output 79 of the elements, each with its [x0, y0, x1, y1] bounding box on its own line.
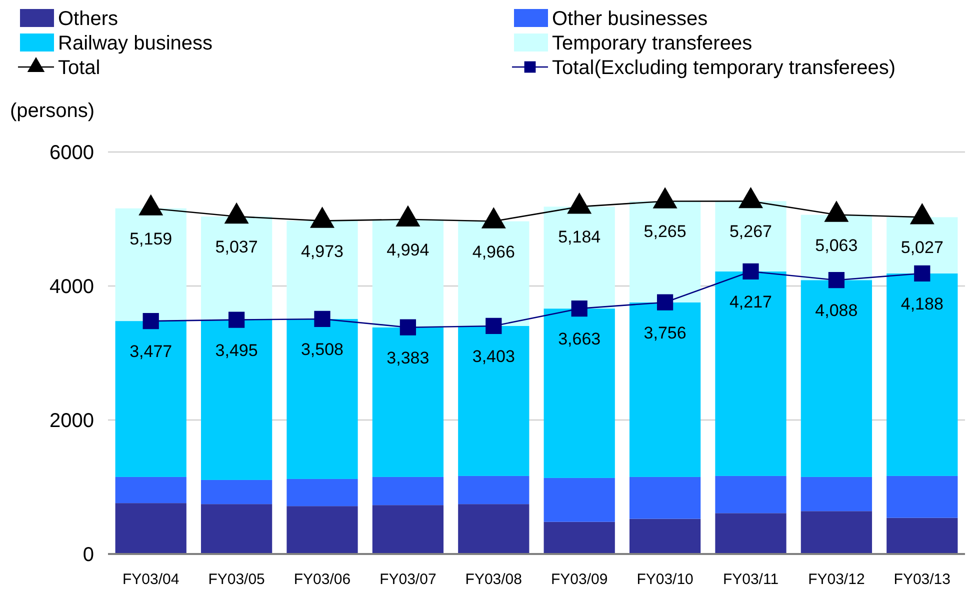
legend-label: Total	[58, 57, 100, 79]
data-label: 3,508	[300, 340, 344, 359]
bar	[372, 327, 444, 477]
bar	[372, 505, 444, 554]
data-label: 4,217	[729, 292, 772, 312]
y-tick-label: 4000	[50, 276, 94, 298]
y-tick-label: 0	[82, 544, 94, 566]
data-label: 4,088	[815, 301, 858, 320]
bar	[715, 271, 786, 476]
x-tick-label: FY03/06	[294, 571, 351, 588]
bar	[372, 219, 444, 328]
bar	[629, 302, 701, 477]
bar	[115, 476, 186, 504]
bar	[544, 206, 615, 309]
bar	[800, 511, 872, 554]
data-label: 3,403	[472, 347, 515, 366]
bar	[458, 221, 530, 326]
legend-label: Temporary transferees	[552, 32, 752, 54]
bar	[629, 518, 701, 554]
x-tick-label: FY03/13	[894, 571, 951, 588]
y-axis-title: (persons)	[10, 100, 94, 122]
bar	[629, 476, 701, 519]
data-label: 5,063	[815, 236, 858, 255]
data-label: 5,265	[644, 222, 686, 242]
legend-label: Railway business	[58, 32, 213, 54]
data-label: 5,184	[558, 228, 601, 247]
bar	[458, 476, 530, 504]
x-tick-label: FY03/09	[550, 571, 608, 588]
data-label: 3,495	[215, 340, 258, 360]
y-tick-label: 2000	[50, 410, 94, 432]
data-label: 4,994	[386, 240, 430, 260]
bar	[115, 208, 186, 322]
bar	[200, 480, 272, 504]
x-tick-label: FY03/12	[808, 571, 865, 588]
bar	[372, 476, 444, 506]
x-tick-label: FY03/11	[722, 571, 779, 588]
data-label: 4,966	[472, 242, 515, 262]
bar	[200, 216, 272, 320]
bar	[200, 504, 272, 554]
bar	[458, 504, 530, 554]
data-label: 5,037	[215, 238, 258, 257]
data-label: 3,663	[558, 330, 601, 349]
bar	[886, 476, 958, 518]
bar	[286, 478, 358, 506]
x-tick-label: FY03/05	[208, 571, 265, 588]
bar	[715, 201, 786, 272]
bar	[629, 201, 701, 302]
data-label: 3,383	[386, 348, 430, 368]
bar	[886, 273, 958, 476]
data-label: 3,756	[644, 323, 686, 342]
bar	[715, 513, 786, 554]
data-label: 5,027	[900, 238, 944, 258]
bar	[200, 320, 272, 480]
bar	[800, 476, 872, 512]
bar	[458, 326, 530, 476]
bar	[286, 220, 358, 319]
data-label: 3,477	[130, 342, 172, 362]
bar	[544, 478, 615, 522]
x-tick-label: FY03/04	[122, 571, 180, 588]
x-tick-label: FY03/07	[380, 571, 436, 588]
bar	[286, 506, 358, 554]
bar	[115, 503, 186, 554]
x-tick-label: FY03/08	[465, 571, 522, 588]
bar	[115, 321, 186, 477]
bar	[286, 318, 358, 479]
legend-label: Other businesses	[552, 8, 708, 30]
bar	[544, 522, 615, 554]
y-tick-label: 6000	[50, 142, 94, 164]
data-label: 4,188	[900, 294, 944, 314]
legend-label: Total(Excluding temporary transferees)	[552, 57, 896, 79]
bar	[715, 476, 786, 514]
data-label: 5,159	[130, 229, 172, 248]
bar	[886, 518, 958, 554]
x-tick-label: FY03/10	[636, 571, 694, 588]
data-label: 4,973	[300, 242, 344, 261]
bar	[544, 308, 615, 478]
bar	[800, 280, 872, 477]
data-label: 5,267	[729, 222, 772, 242]
legend-label: Others	[58, 8, 118, 30]
